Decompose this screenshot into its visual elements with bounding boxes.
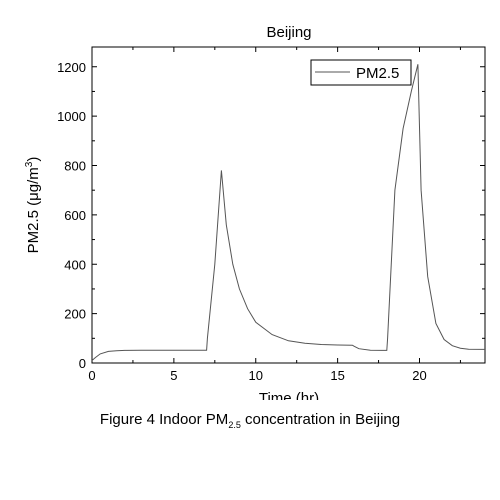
x-tick-label: 5 [170, 368, 177, 383]
chart-title: Beijing [266, 24, 311, 41]
y-tick-label: 1200 [57, 60, 86, 75]
y-axis-label-superscript: 3 [24, 161, 35, 167]
y-tick-label: 400 [64, 257, 86, 272]
y-axis: 0 200 400 600 800 1000 1200 [57, 60, 485, 371]
caption-subscript: 2.5 [228, 420, 241, 430]
y-tick-label: 200 [64, 307, 86, 322]
x-axis-label: Time (hr) [259, 390, 319, 400]
caption-suffix: concentration in Beijing [240, 411, 401, 428]
y-axis-label: PM2.5 (μg/m3) [24, 157, 42, 254]
y-tick-label: 600 [64, 208, 86, 223]
x-tick-label: 20 [412, 368, 426, 383]
legend: PM2.5 [310, 59, 412, 86]
x-tick-label: 10 [249, 368, 263, 383]
legend-label-pm25: PM2.5 [356, 65, 399, 82]
y-tick-label: 0 [79, 356, 86, 371]
y-axis-label-close: ) [25, 157, 42, 162]
figure-caption: Figure 4 Indoor PM2.5 concentration in B… [0, 411, 500, 430]
y-tick-label: 800 [64, 159, 86, 174]
x-tick-label: 0 [88, 368, 95, 383]
plot-frame [91, 46, 486, 364]
y-axis-label-main: PM2.5 (μg/m [25, 167, 42, 253]
x-tick-label: 15 [330, 368, 344, 383]
x-axis: 0 5 10 15 20 [88, 47, 461, 383]
caption-prefix: Figure 4 Indoor PM [99, 411, 229, 428]
y-tick-label: 1000 [57, 109, 86, 124]
pm25-line-chart: Beijing 0 200 400 600 800 1000 1200 0 5 10 15 20 P… [24, 24, 486, 400]
series-line-pm25 [91, 64, 486, 361]
